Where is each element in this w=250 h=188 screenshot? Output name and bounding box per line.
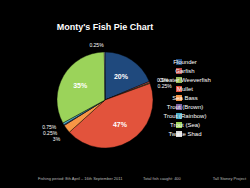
svg-text:Monty's Fish Pie Chart: Monty's Fish Pie Chart [57,22,154,32]
svg-text:47%: 47% [113,121,128,128]
svg-text:Trout (Rainbow): Trout (Rainbow) [164,113,207,119]
svg-text:Mullet: Mullet [177,86,193,92]
svg-text:Trout (Sea): Trout (Sea) [170,122,200,128]
svg-text:3%: 3% [53,136,61,142]
svg-text:Greater Weeverfish: Greater Weeverfish [159,77,211,83]
svg-text:0.25%: 0.25% [157,83,172,89]
svg-text:Twaite Shad: Twaite Shad [168,131,201,137]
svg-text:Flounder: Flounder [173,59,197,65]
svg-text:Total fish caught: 400: Total fish caught: 400 [143,176,182,181]
svg-text:Trout (Brown): Trout (Brown) [167,104,203,110]
svg-text:0.25%: 0.25% [43,130,58,136]
svg-text:Sea Bass: Sea Bass [172,95,198,101]
svg-text:0.25%: 0.25% [89,42,104,48]
svg-text:20%: 20% [114,73,129,80]
svg-text:Garfish: Garfish [175,68,194,74]
svg-text:35%: 35% [73,82,88,89]
svg-text:0.75%: 0.75% [42,124,57,130]
svg-text:Tall Stoney Project: Tall Stoney Project [213,176,247,181]
svg-text:Fishing period: 8th April – 16: Fishing period: 8th April – 16th Septemb… [38,176,123,181]
